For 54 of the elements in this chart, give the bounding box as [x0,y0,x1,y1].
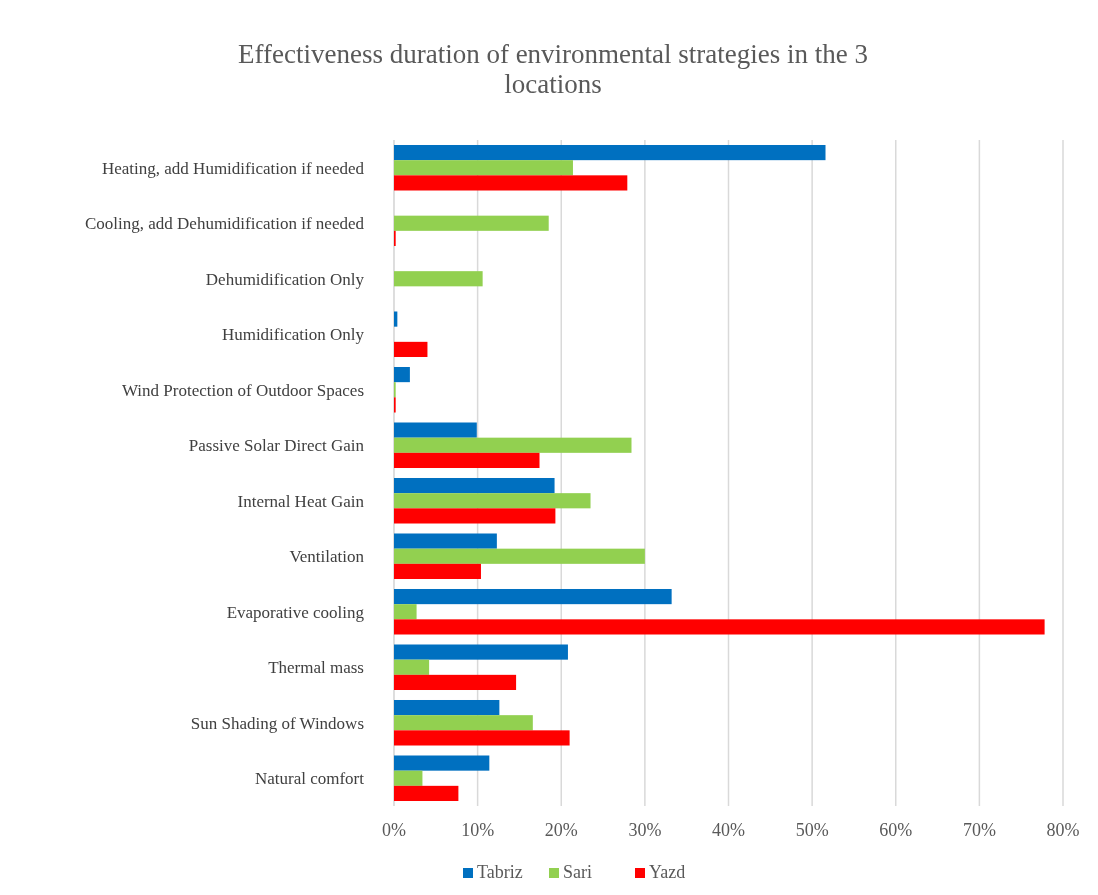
y-tick-label: Wind Protection of Outdoor Spaces [122,380,364,400]
bar [394,785,459,802]
bar [394,659,430,675]
y-tick-label: Sun Shading of Windows [190,713,364,733]
bar [394,563,481,580]
x-tick-label: 60% [879,820,913,840]
bar [394,755,490,771]
bar [394,493,591,509]
y-tick-label: Passive Solar Direct Gain [188,436,365,456]
bar [394,715,533,731]
x-tick-label: 0% [382,820,406,840]
bar [394,619,1045,635]
y-tick-label: Cooling, add Dehumidification if needed [84,214,365,234]
y-tick-label: Humidification Only [221,325,365,345]
x-tick-label: 10% [461,820,495,840]
bar [394,341,428,358]
x-tick-label: 50% [795,820,829,840]
x-tick-label: 40% [712,820,745,840]
bar [394,730,570,746]
bar [394,478,555,494]
bar [394,175,628,191]
chart-title: Effectiveness duration of environmental strategies in the 3 locations [237,39,869,99]
bar [394,271,483,287]
y-tick-label: Evaporative cooling [226,602,365,622]
legend-label: Tabriz [477,862,523,882]
y-tick-label: Ventilation [289,547,365,567]
y-tick-label: Internal Heat Gain [237,491,365,511]
bar [394,508,556,524]
bar [394,311,398,327]
bar [394,674,517,691]
bar [394,367,410,383]
y-tick-label: Thermal mass [268,658,364,678]
bar [394,604,417,620]
bar [394,644,568,660]
bar [394,589,672,605]
x-tick-label: 80% [1046,820,1080,840]
legend-label: Sari [563,862,592,882]
bar [394,145,826,161]
y-tick-label: Natural comfort [254,769,365,789]
y-tick-label: Dehumidification Only [205,269,365,289]
bar [394,700,500,716]
y-tick-label: Heating, add Humidification if needed [102,158,365,178]
bar [394,548,645,564]
legend-label: Yazd [649,862,686,882]
bar [394,533,497,549]
bar [394,215,549,231]
bar [394,160,573,176]
bar [394,770,423,786]
bar [394,437,632,453]
bar [394,422,477,438]
x-tick-label: 70% [962,820,996,840]
bar [394,452,540,469]
x-tick-label: 30% [628,820,662,840]
x-tick-label: 20% [544,820,578,840]
